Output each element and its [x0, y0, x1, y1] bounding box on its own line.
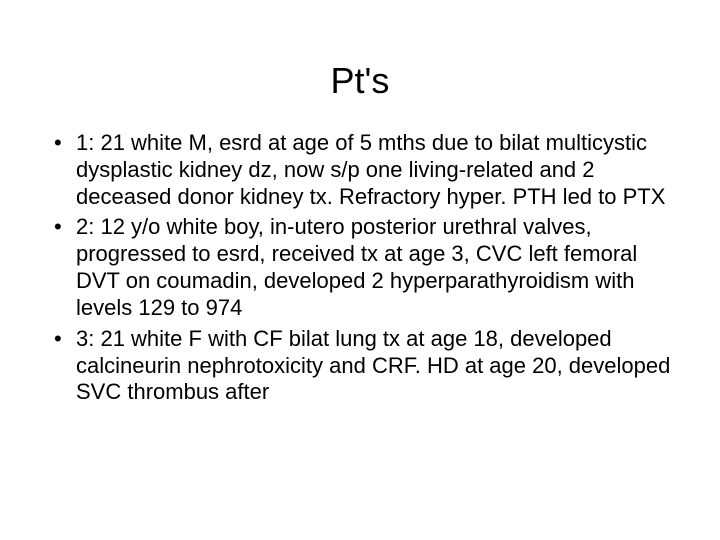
- bullet-list: 1: 21 white M, esrd at age of 5 mths due…: [48, 130, 672, 406]
- slide: Pt's 1: 21 white M, esrd at age of 5 mth…: [0, 0, 720, 540]
- list-item: 2: 12 y/o white boy, in-utero posterior …: [48, 214, 672, 321]
- list-item: 1: 21 white M, esrd at age of 5 mths due…: [48, 130, 672, 210]
- list-item: 3: 21 white F with CF bilat lung tx at a…: [48, 326, 672, 406]
- slide-title: Pt's: [48, 60, 672, 102]
